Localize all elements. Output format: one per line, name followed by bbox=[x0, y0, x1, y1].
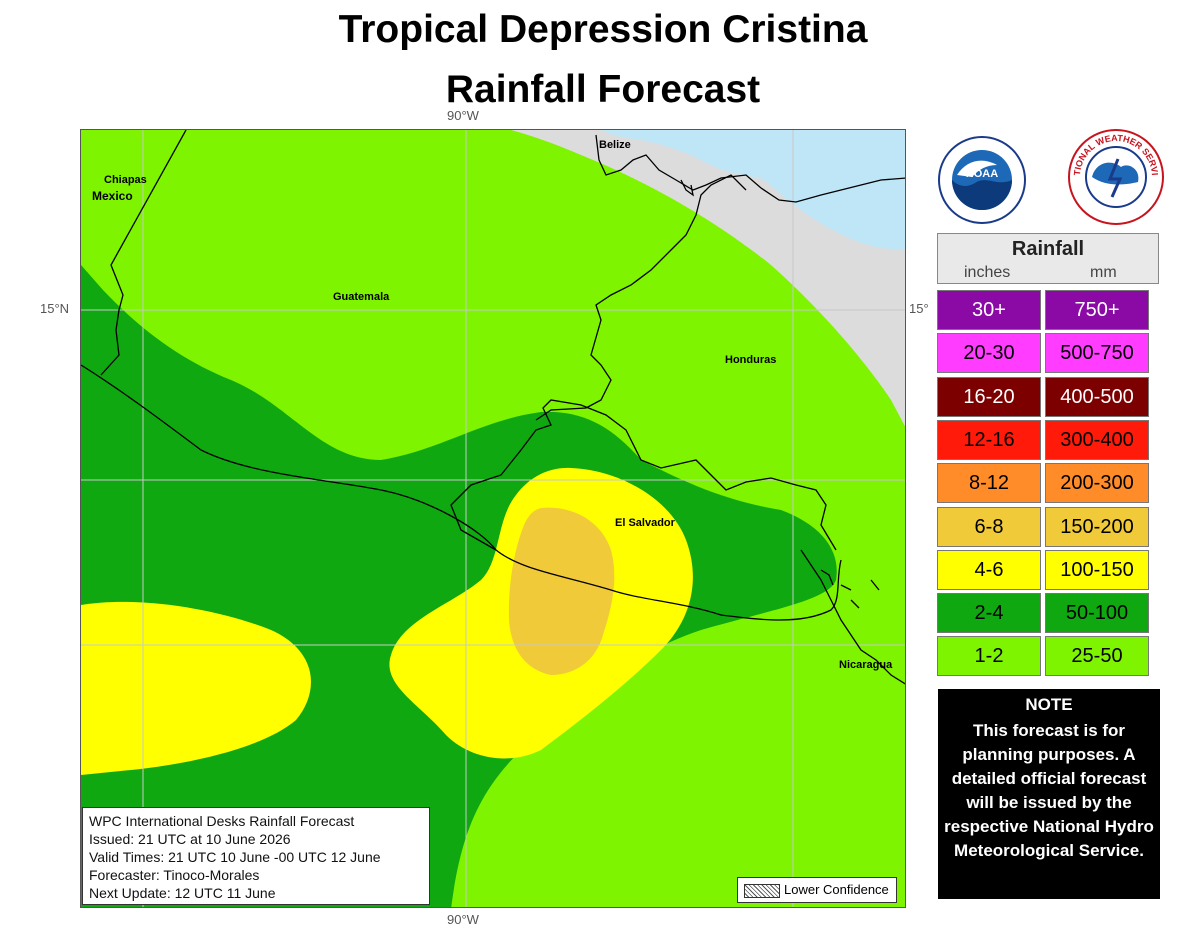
legend-row: 6-8 150-200 bbox=[937, 506, 1161, 549]
note-box: NOTE This forecast is for planning purpo… bbox=[938, 689, 1160, 899]
noaa-logo-text: NOAA bbox=[966, 168, 998, 180]
label-guatemala: Guatemala bbox=[333, 291, 390, 303]
map-svg: Chiapas Mexico Belize Guatemala Honduras… bbox=[81, 130, 905, 907]
title-line-2: Rainfall Forecast bbox=[445, 68, 761, 111]
legend-row: 2-4 50-100 bbox=[937, 593, 1161, 635]
lon-label-bottom: 90°W bbox=[447, 912, 479, 927]
legend-mm-cell: 200-300 bbox=[1045, 463, 1149, 504]
legend-row: 12-16 300-400 bbox=[937, 419, 1161, 462]
legend-row: 16-20 400-500 bbox=[937, 376, 1161, 419]
legend-mm-cell: 400-500 bbox=[1045, 376, 1149, 417]
legend-row: 4-6 100-150 bbox=[937, 549, 1161, 592]
label-nicaragua: Nicaragua bbox=[839, 659, 893, 671]
legend-inches-cell: 20-30 bbox=[937, 333, 1041, 374]
lower-confidence-label: Lower Confidence bbox=[784, 882, 889, 897]
legend-header: Rainfall inches mm bbox=[937, 233, 1159, 284]
label-el-salvador: El Salvador bbox=[615, 517, 676, 529]
title-line-1: Tropical Depression Cristina bbox=[338, 8, 868, 51]
nws-logo-icon: NATIONAL WEATHER SERVICE bbox=[1066, 127, 1164, 225]
rainfall-map: Chiapas Mexico Belize Guatemala Honduras… bbox=[80, 129, 906, 908]
lower-confidence-key: Lower Confidence bbox=[737, 877, 897, 903]
info-line-4: Forecaster: Tinoco-Morales bbox=[89, 867, 260, 883]
legend-row: 30+ 750+ bbox=[937, 290, 1161, 332]
noaa-logo-icon: NOAA bbox=[938, 136, 1026, 224]
note-body: This forecast is for planning purposes. … bbox=[944, 721, 1154, 860]
lon-label-top: 90°W bbox=[447, 108, 479, 123]
grid-lines bbox=[81, 130, 905, 907]
legend-mm-cell: 50-100 bbox=[1045, 593, 1149, 634]
legend-mm-cell: 100-150 bbox=[1045, 549, 1149, 590]
hatch-swatch-icon bbox=[744, 884, 780, 898]
legend-inches-cell: 4-6 bbox=[937, 549, 1041, 590]
legend-inches-cell: 6-8 bbox=[937, 506, 1041, 547]
legend-mm-cell: 25-50 bbox=[1045, 636, 1149, 677]
legend-inches-cell: 12-16 bbox=[937, 419, 1041, 460]
info-line-5: Next Update: 12 UTC 11 June bbox=[89, 885, 276, 901]
label-belize: Belize bbox=[599, 139, 631, 151]
legend-inches-cell: 2-4 bbox=[937, 593, 1041, 634]
legend-row: 8-12 200-300 bbox=[937, 463, 1161, 505]
legend-mm-cell: 300-400 bbox=[1045, 419, 1149, 460]
info-line-2: Issued: 21 UTC at 10 June 2026 bbox=[89, 831, 291, 847]
rain-zone-6-8 bbox=[508, 507, 615, 675]
label-chiapas: Chiapas bbox=[104, 174, 147, 186]
info-line-1: WPC International Desks Rainfall Forecas… bbox=[89, 813, 355, 829]
label-honduras: Honduras bbox=[725, 354, 776, 366]
gulf-water bbox=[601, 130, 905, 250]
legend-row: 20-30 500-750 bbox=[937, 333, 1161, 375]
legend-title: Rainfall bbox=[1011, 238, 1085, 260]
legend-inches-cell: 16-20 bbox=[937, 376, 1041, 417]
legend-mm-header: mm bbox=[1090, 264, 1117, 281]
legend-mm-cell: 750+ bbox=[1045, 290, 1149, 330]
forecast-info-box: WPC International Desks Rainfall Forecas… bbox=[82, 807, 430, 905]
note-heading: NOTE bbox=[1025, 695, 1073, 714]
legend-inches-cell: 1-2 bbox=[937, 636, 1041, 677]
legend-row: 1-2 25-50 bbox=[937, 636, 1161, 678]
legend-mm-cell: 150-200 bbox=[1045, 506, 1149, 547]
info-line-3: Valid Times: 21 UTC 10 June -00 UTC 12 J… bbox=[89, 849, 381, 865]
label-mexico: Mexico bbox=[92, 189, 133, 203]
legend-inches-header: inches bbox=[964, 264, 1011, 281]
borders-coastlines bbox=[81, 130, 905, 685]
legend-mm-cell: 500-750 bbox=[1045, 333, 1149, 374]
rain-zone-2-4 bbox=[81, 265, 837, 907]
legend-inches-cell: 30+ bbox=[937, 290, 1041, 330]
lat-label-right: 15° bbox=[909, 301, 929, 316]
legend-inches-cell: 8-12 bbox=[937, 463, 1041, 504]
lat-label-left: 15°N bbox=[40, 301, 70, 316]
